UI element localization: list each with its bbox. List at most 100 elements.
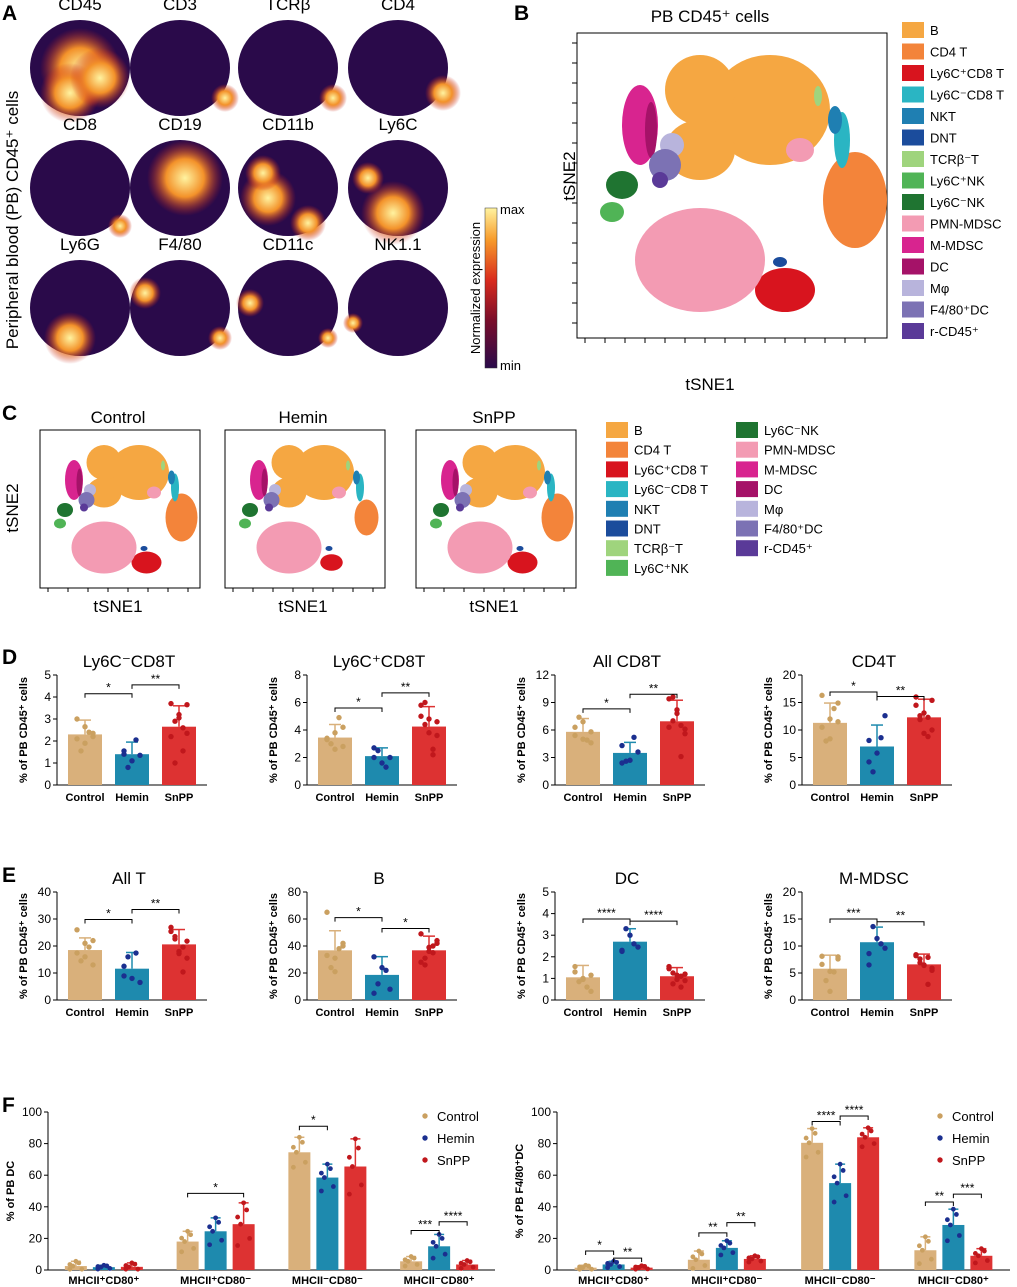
y-axis-label: % of PB F4/80⁺DC (514, 1144, 526, 1238)
panel-b-tsne: PB CD45⁺ cells tSNE1 tSNE2 B CD4 T Ly6C⁺CD… (560, 7, 1004, 394)
x-tick-label: Hemin (365, 792, 399, 804)
heatmap-title: Ly6G (60, 235, 100, 254)
data-point (956, 1233, 962, 1238)
data-point (819, 724, 825, 730)
y-tick-label: 2 (44, 734, 51, 748)
data-point (86, 944, 92, 950)
colorbar-min: min (500, 358, 521, 373)
data-point (74, 927, 80, 933)
significance-bracket (334, 707, 383, 712)
significance-bracket (298, 1125, 328, 1131)
chart-d-2: All CD8T 0 3 6 9 12 % of PB CD45⁺ cells Control… (516, 652, 705, 804)
legend-label: Mφ (764, 502, 783, 517)
y-tick-label: 0 (35, 1263, 42, 1277)
tsne-cluster (57, 503, 73, 517)
data-point (831, 1174, 837, 1180)
data-point (882, 713, 888, 719)
data-point (633, 1264, 639, 1270)
bar (687, 1259, 710, 1270)
data-point (916, 1261, 922, 1267)
data-point (418, 931, 424, 937)
heatmap-cd11c: CD11c (236, 235, 338, 356)
tsne-xlabel: tSNE1 (93, 597, 142, 616)
data-point (375, 747, 381, 754)
tsne-cluster (665, 120, 735, 180)
data-point (82, 740, 88, 746)
data-point (121, 751, 127, 757)
y-tick-label: 20 (38, 939, 52, 953)
data-point (180, 944, 186, 950)
data-point (219, 1237, 225, 1243)
data-point (101, 1262, 107, 1268)
significance-label: * (356, 905, 361, 919)
legend-swatch (606, 461, 628, 478)
data-point (870, 769, 876, 775)
legend-swatch (902, 172, 924, 189)
x-tick-label: Hemin (115, 792, 149, 804)
bar (801, 1142, 824, 1270)
chart-f-0: 0 20 40 60 80 100 % of PB DC MHCII⁺CD80⁺ MHCII⁺C… (5, 1105, 495, 1287)
heatmap-cd8: CD8 (30, 115, 132, 238)
panel-b-ylabel: tSNE2 (560, 151, 579, 200)
tsne-cluster (462, 445, 498, 480)
legend-swatch (606, 422, 628, 438)
data-point (803, 1154, 809, 1160)
heatmap-hotspot (361, 181, 425, 245)
significance-bracket (924, 1201, 954, 1207)
data-point (418, 959, 424, 965)
data-point (925, 1238, 931, 1244)
heatmap-hotspot (343, 313, 363, 333)
heatmap-title: CD11b (262, 115, 314, 134)
significance-label: **** (817, 1108, 836, 1122)
heatmap-title: CD4 (381, 0, 415, 14)
tsne-cluster (773, 257, 787, 267)
tsne-cluster (485, 445, 545, 500)
y-tick-label: 20 (29, 1231, 43, 1245)
chart-e-5: B 0 20 40 60 80 % of PB CD45⁺ cells Control Hemi… (268, 869, 457, 1019)
data-point (588, 729, 594, 735)
bar (907, 964, 941, 1000)
data-point (617, 1264, 623, 1269)
data-point (699, 1251, 705, 1257)
heatmap-title: CD8 (63, 115, 97, 134)
data-point (346, 1191, 352, 1197)
tsne-cluster (544, 470, 551, 485)
legend-swatch (902, 65, 924, 81)
panel-label-f: F (2, 1094, 15, 1117)
data-point (623, 926, 629, 932)
chart-f-1: 0 20 40 60 80 100 % of PB F4/80⁺DC MHCII⁺CD80⁺ M… (514, 1103, 1010, 1287)
data-point (133, 737, 139, 743)
data-point (868, 1128, 874, 1134)
y-tick-label: 0 (294, 993, 301, 1007)
data-point (823, 977, 829, 984)
x-tick-label: Hemin (115, 1007, 149, 1019)
tsne-cluster (354, 499, 379, 536)
legend-swatch (902, 22, 924, 38)
legend-swatch (902, 237, 924, 253)
bar (412, 726, 446, 785)
y-tick-label: 0 (44, 993, 51, 1007)
panel-c-tsne: tSNE2 Control tSNE1 Hemin tSNE1 SnPP tSNE1 B CD… (3, 408, 836, 616)
data-point (430, 746, 436, 752)
legend-label: DC (930, 260, 949, 275)
data-point (235, 1214, 241, 1220)
data-point (426, 730, 432, 736)
data-point (724, 1238, 730, 1244)
legend-label: r-CD45⁺ (930, 324, 979, 339)
tsne-cluster (332, 486, 346, 499)
data-point (371, 954, 377, 960)
tsne-cluster (168, 470, 175, 485)
data-point (458, 1266, 464, 1271)
significance-bracket (629, 920, 678, 926)
data-point (434, 732, 440, 739)
x-tick-label: Control (65, 792, 104, 804)
panel-label-d: D (2, 646, 17, 669)
data-point (290, 1144, 296, 1150)
data-point (682, 971, 688, 977)
data-point (583, 1262, 589, 1268)
panel-label-a: A (2, 2, 17, 25)
data-point (430, 943, 436, 949)
x-tick-label: Control (315, 792, 354, 804)
chart-d-0: Ly6C⁻CD8T 0 1 2 3 4 5 % of PB CD45⁺ cells Contro… (18, 652, 207, 804)
y-tick-label: 15 (783, 696, 797, 710)
